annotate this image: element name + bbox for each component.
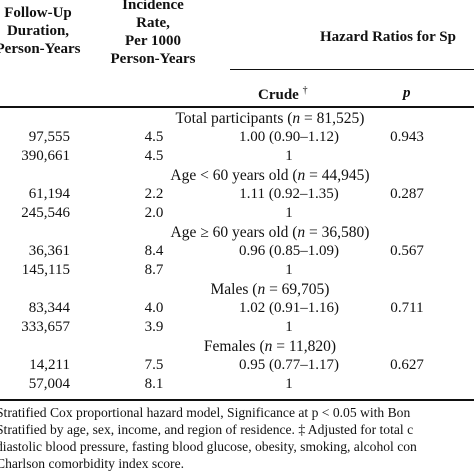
footnote: Charlson comorbidity index score. <box>0 456 185 471</box>
group-label-n: n <box>297 167 306 184</box>
cell-rate: 2.2 <box>144 186 164 202</box>
header-followup-line: Duration, <box>6 23 70 39</box>
header-incidence-line: Rate, <box>136 15 170 31</box>
group-label-text: Age ≥ 60 years old ( <box>170 224 298 241</box>
cell-crude: 1.11 (0.92–1.35) <box>239 186 339 202</box>
group-label-count: = 36,580) <box>305 224 370 241</box>
cell-rate: 8.1 <box>144 376 164 392</box>
header-crude-mark: † <box>302 85 308 96</box>
cell-rate: 2.0 <box>144 205 164 221</box>
header-followup-line: Person-Years <box>0 41 81 57</box>
group-label-n: n <box>264 338 273 355</box>
cell-crude: 1 <box>285 205 293 221</box>
cell-crude: 1 <box>285 262 293 278</box>
cell-p: 0.287 <box>390 186 424 202</box>
group-label-text: Males ( <box>210 281 258 298</box>
divider-bottom <box>0 399 474 401</box>
group-label-text: Age < 60 years old ( <box>170 167 298 184</box>
cell-followup: 97,555 <box>28 129 70 145</box>
header-p: p <box>403 85 411 101</box>
group-label-n: n <box>292 110 301 127</box>
group-label-text: Total participants ( <box>175 110 293 127</box>
header-followup: Follow-Up Duration, Person-Years <box>0 4 90 58</box>
cell-followup: 57,004 <box>28 376 70 392</box>
cell-rate: 4.0 <box>144 300 164 316</box>
cell-followup: 14,211 <box>29 357 70 373</box>
cell-followup: 145,115 <box>21 262 70 278</box>
footnote: Stratified by age, sex, income, and regi… <box>0 422 414 437</box>
cell-followup: 83,344 <box>28 300 70 316</box>
header-incidence-line: Person-Years <box>110 51 196 67</box>
cell-p: 0.567 <box>390 243 424 259</box>
group-label-count: = 81,525) <box>300 110 365 127</box>
footnote: Stratified Cox proportional hazard model… <box>0 405 411 420</box>
cell-rate: 8.7 <box>144 262 164 278</box>
header-incidence-line: Incidence <box>122 0 184 13</box>
group-label-n: n <box>257 281 266 298</box>
group-label-n: n <box>297 224 306 241</box>
header-crude: Crude † <box>258 82 308 104</box>
cell-rate: 8.4 <box>144 243 164 259</box>
cell-crude: 1.02 (0.91–1.16) <box>239 300 339 316</box>
cell-p: 0.627 <box>390 357 424 373</box>
cell-p: 0.711 <box>390 300 424 316</box>
cell-crude: 1 <box>285 148 293 164</box>
group-label: Age ≥ 60 years old (n = 36,580) <box>110 223 430 242</box>
cell-followup: 390,661 <box>21 148 70 164</box>
group-label-text: Females ( <box>203 338 265 355</box>
group-label-count: = 44,945) <box>305 167 370 184</box>
header-incidence: Incidence Rate, Per 1000 Person-Years <box>92 0 214 68</box>
footnote: diastolic blood pressure, fasting blood … <box>0 439 417 454</box>
header-crude-label: Crude <box>258 87 299 103</box>
cell-followup: 61,194 <box>28 186 70 202</box>
group-label: Age < 60 years old (n = 44,945) <box>110 166 430 185</box>
header-hazard: Hazard Ratios for Sp <box>320 29 456 45</box>
header-incidence-line: Per 1000 <box>125 33 181 49</box>
cell-crude: 1.00 (0.90–1.12) <box>239 129 339 145</box>
group-label-count: = 69,705) <box>265 281 330 298</box>
cell-crude: 1 <box>285 319 293 335</box>
header-followup-line: Follow-Up <box>4 5 72 21</box>
divider-header <box>0 106 474 108</box>
cell-rate: 3.9 <box>144 319 164 335</box>
group-label-count: = 11,820) <box>272 338 337 355</box>
cell-crude: 1 <box>285 376 293 392</box>
cell-followup: 36,361 <box>28 243 70 259</box>
group-label: Males (n = 69,705) <box>110 280 430 299</box>
cell-followup: 333,657 <box>21 319 70 335</box>
cell-followup: 245,546 <box>21 205 70 221</box>
divider-hazard <box>230 69 474 70</box>
group-label: Females (n = 11,820) <box>110 337 430 356</box>
cell-crude: 0.95 (0.77–1.17) <box>239 357 339 373</box>
cell-rate: 7.5 <box>144 357 164 373</box>
group-label: Total participants (n = 81,525) <box>110 109 430 128</box>
cell-crude: 0.96 (0.85–1.09) <box>239 243 339 259</box>
cell-p: 0.943 <box>390 129 424 145</box>
cell-rate: 4.5 <box>144 129 164 145</box>
cell-rate: 4.5 <box>144 148 164 164</box>
